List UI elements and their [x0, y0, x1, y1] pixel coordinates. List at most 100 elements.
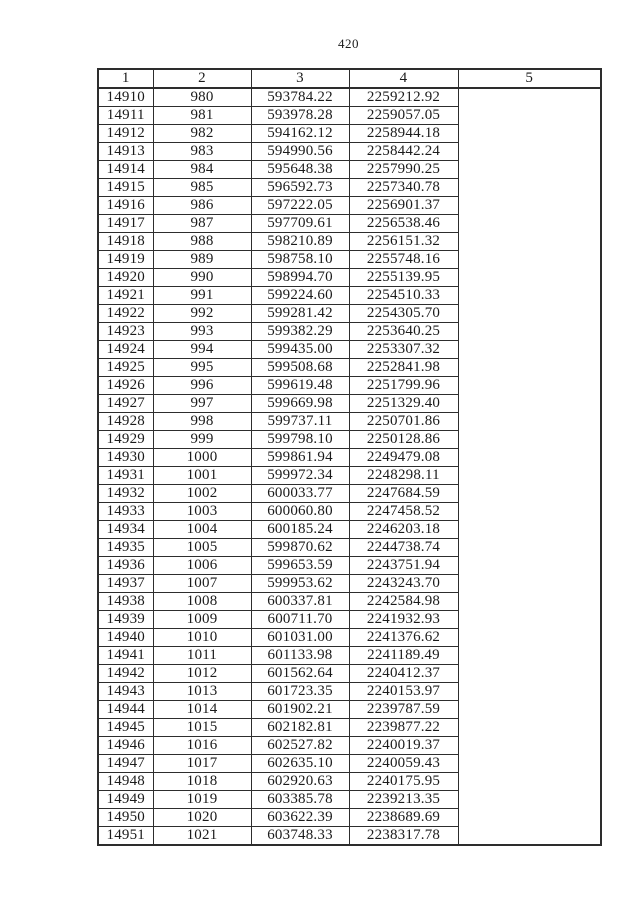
table-cell: 600060.80 — [250, 502, 350, 521]
table-cell: 1007 — [152, 574, 252, 593]
table-cell: 2250128.86 — [348, 430, 459, 449]
table-cell: 1001 — [152, 466, 252, 485]
table-cell: 14951 — [97, 826, 154, 846]
table-cell: 2249479.08 — [348, 448, 459, 467]
table-body: 14910 980 593784.22 2259212.92 14911 981 59397… — [97, 87, 602, 846]
table-cell: 2247684.59 — [348, 484, 459, 503]
table-cell: 989 — [152, 250, 252, 269]
table-cell: 602527.82 — [250, 736, 350, 755]
table-cell: 1021 — [152, 826, 252, 846]
table-cell: 1006 — [152, 556, 252, 575]
table-cell: 1003 — [152, 502, 252, 521]
table-cell: 14928 — [97, 412, 154, 431]
table-cell: 998 — [152, 412, 252, 431]
table-cell: 14933 — [97, 502, 154, 521]
table-cell: 14935 — [97, 538, 154, 557]
column-header: 5 — [457, 68, 602, 89]
table-cell: 14910 — [97, 87, 154, 107]
table-cell: 2253307.32 — [348, 340, 459, 359]
table-cell: 593784.22 — [250, 87, 350, 107]
table-cell: 990 — [152, 268, 252, 287]
table-cell: 14926 — [97, 376, 154, 395]
table-cell: 991 — [152, 286, 252, 305]
table-cell: 14946 — [97, 736, 154, 755]
table-cell: 601562.64 — [250, 664, 350, 683]
table-cell: 14922 — [97, 304, 154, 323]
table-row: 14932 1002 600033.77 2247684.59 — [97, 484, 601, 503]
table-row: 14920 990 598994.70 2255139.95 — [97, 268, 601, 287]
table-cell: 14921 — [97, 286, 154, 305]
table-cell: 2259057.05 — [348, 106, 459, 125]
table-cell: 2247458.52 — [348, 502, 459, 521]
table-cell: 982 — [152, 124, 252, 143]
table-cell: 1009 — [152, 610, 252, 629]
table-cell: 602635.10 — [250, 754, 350, 773]
table-cell: 14927 — [97, 394, 154, 413]
table-cell: 986 — [152, 196, 252, 215]
table-cell: 14919 — [97, 250, 154, 269]
table-cell: 599798.10 — [250, 430, 350, 449]
table-row: 14924 994 599435.00 2253307.32 — [97, 340, 601, 359]
table-cell: 599953.62 — [250, 574, 350, 593]
table-cell: 14945 — [97, 718, 154, 737]
table-cell: 981 — [152, 106, 252, 125]
table-row: 14939 1009 600711.70 2241932.93 — [97, 610, 601, 629]
table-row: 14949 1019 603385.78 2239213.35 — [97, 790, 601, 809]
table-cell: 14944 — [97, 700, 154, 719]
table-cell: 1008 — [152, 592, 252, 611]
table-cell: 599224.60 — [250, 286, 350, 305]
table-cell: 1012 — [152, 664, 252, 683]
table-cell: 14916 — [97, 196, 154, 215]
table-cell: 14912 — [97, 124, 154, 143]
table-cell: 14939 — [97, 610, 154, 629]
table-cell: 599382.29 — [250, 322, 350, 341]
table-cell: 993 — [152, 322, 252, 341]
table-cell: 1019 — [152, 790, 252, 809]
table-row: 14929 999 599798.10 2250128.86 — [97, 430, 601, 449]
table-cell: 2250701.86 — [348, 412, 459, 431]
table-cell: 988 — [152, 232, 252, 251]
table-cell: 14930 — [97, 448, 154, 467]
table-cell: 14925 — [97, 358, 154, 377]
table-row: 14917 987 597709.61 2256538.46 — [97, 214, 601, 233]
table-cell: 2238689.69 — [348, 808, 459, 827]
table-cell: 2257990.25 — [348, 160, 459, 179]
table-cell: 597709.61 — [250, 214, 350, 233]
table-cell: 983 — [152, 142, 252, 161]
table-cell: 14936 — [97, 556, 154, 575]
table-cell: 599653.59 — [250, 556, 350, 575]
table-cell: 992 — [152, 304, 252, 323]
table-cell: 2254510.33 — [348, 286, 459, 305]
table-cell: 996 — [152, 376, 252, 395]
table-cell: 2238317.78 — [348, 826, 459, 846]
table-cell: 1018 — [152, 772, 252, 791]
table-cell: 985 — [152, 178, 252, 197]
table-cell: 2255748.16 — [348, 250, 459, 269]
table-cell: 601723.35 — [250, 682, 350, 701]
table-cell: 598210.89 — [250, 232, 350, 251]
column-header: 2 — [152, 68, 252, 89]
table-cell: 603748.33 — [250, 826, 350, 846]
table-cell: 601031.00 — [250, 628, 350, 647]
table-cell: 599619.48 — [250, 376, 350, 395]
table-cell: 1013 — [152, 682, 252, 701]
table-cell: 14943 — [97, 682, 154, 701]
table-cell: 14911 — [97, 106, 154, 125]
table-cell: 14938 — [97, 592, 154, 611]
table-cell: 2256538.46 — [348, 214, 459, 233]
table-row: 14946 1016 602527.82 2240019.37 — [97, 736, 601, 755]
table-cell: 1020 — [152, 808, 252, 827]
table-row: 14933 1003 600060.80 2247458.52 — [97, 502, 601, 521]
table-row: 14951 1021 603748.33 2238317.78 — [97, 826, 601, 846]
table-row: 14915 985 596592.73 2257340.78 — [97, 178, 601, 197]
table-cell: 2251329.40 — [348, 394, 459, 413]
table-row: 14950 1020 603622.39 2238689.69 — [97, 808, 601, 827]
table-cell: 2240153.97 — [348, 682, 459, 701]
table-cell: 600033.77 — [250, 484, 350, 503]
table-cell: 593978.28 — [250, 106, 350, 125]
table-cell: 2242584.98 — [348, 592, 459, 611]
table-cell: 2255139.95 — [348, 268, 459, 287]
table-cell: 14941 — [97, 646, 154, 665]
